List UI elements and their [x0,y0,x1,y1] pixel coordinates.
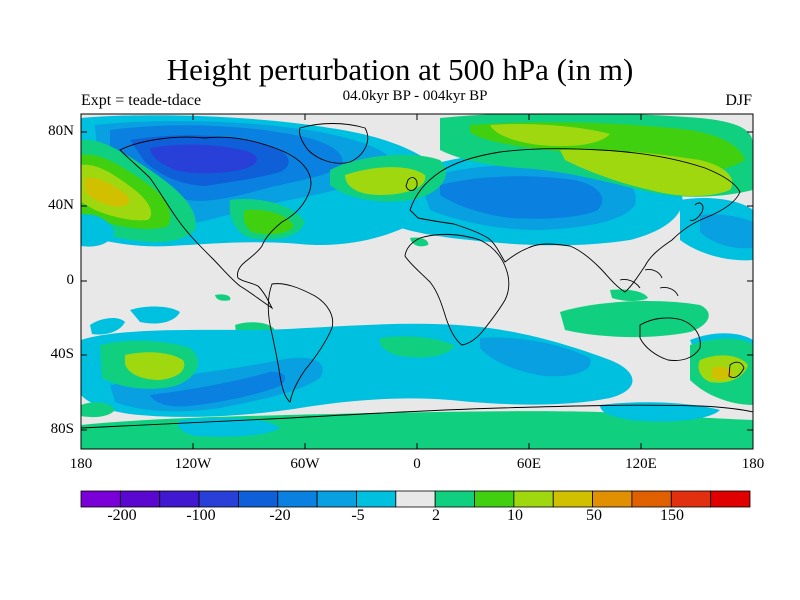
contour-region [490,124,610,147]
colorbar-swatch [670,490,712,508]
coastline-greenland [299,123,369,164]
coastline-south-america [267,283,334,403]
colorbar-label: 150 [660,507,684,524]
colorbar-swatch [513,490,554,508]
coastline-africa [404,233,510,346]
colorbar-label: -200 [107,507,137,524]
coastlines [81,123,753,429]
colorbar-swatch [356,490,397,508]
colorbar-swatch [592,490,633,508]
lat-tick-label: 80S [50,421,74,437]
contour-region [85,177,130,207]
contour-region [480,337,591,377]
colorbar-label: -5 [351,507,365,524]
colorbar-swatch [710,490,751,508]
colorbar-swatch [552,490,593,508]
contour-region [125,352,185,380]
lon-tick-label: 120W [174,456,212,472]
contour-region [150,371,286,407]
contour-region [81,214,115,247]
coastline-japan [689,202,704,221]
contour-region [440,176,603,219]
colorbar-swatch [159,490,200,508]
lon-tick-label: 60W [290,456,320,472]
contour-fill-layer [81,114,753,449]
colorbar-swatch [316,490,357,508]
colorbar-swatch [434,490,475,508]
contour-region [345,167,426,195]
contour-region [410,237,429,247]
coastline-eurasia [409,148,741,293]
contour-region [130,306,180,324]
contour-region [90,318,125,335]
colorbar-swatch [198,490,239,508]
coastline-maritime-continent [619,269,679,297]
lon-tick-label: 0 [413,456,421,472]
coastline-australia [639,317,701,361]
contour-region [700,214,753,249]
contour-region [215,294,231,301]
season-label: DJF [725,92,752,109]
colorbar-swatch [474,490,515,508]
contour-region [178,418,280,437]
colorbar-swatch [80,490,121,508]
contour-region [81,402,115,418]
lon-tick-label: 180 [69,456,93,472]
colorbar-label: -20 [269,507,291,524]
colorbar [80,490,751,508]
colorbar-swatch [631,490,672,508]
colorbar-label: -100 [186,507,216,524]
coastline-north-america [119,136,312,310]
lat-tick-label: 40S [50,346,74,362]
contour-region [379,336,455,358]
colorbar-swatch [277,490,318,508]
colorbar-swatch [395,490,436,508]
map-subtitle: 04.0kyr BP - 004kyr BP [342,88,488,104]
lon-tick-label: 60E [516,456,542,472]
coastline-british-isles [405,177,418,191]
contour-region [243,209,294,235]
lat-tick-label: 80N [48,123,74,139]
lon-tick-label: 180 [741,456,765,472]
contour-region [560,300,709,338]
contour-region [560,149,733,196]
contour-region [712,366,734,380]
contour-region [150,144,257,174]
map-title: Height perturbation at 500 hPa (in m) [166,52,634,87]
colorbar-swatch [238,490,279,508]
coastline-antarctica [81,404,753,429]
colorbar-label: 10 [507,507,523,524]
axis-ticks [80,114,754,449]
contour-region [600,402,720,422]
colorbar-swatch [119,490,161,508]
lon-tick-label: 120E [625,456,657,472]
lat-tick-label: 0 [66,272,75,288]
colorbar-label: 50 [586,507,602,524]
lat-tick-label: 40N [48,197,74,213]
contour-region [610,289,648,301]
experiment-label: Expt = teade-tdace [81,92,202,109]
colorbar-label: 2 [432,507,440,524]
coastline-new-zealand [728,361,745,379]
